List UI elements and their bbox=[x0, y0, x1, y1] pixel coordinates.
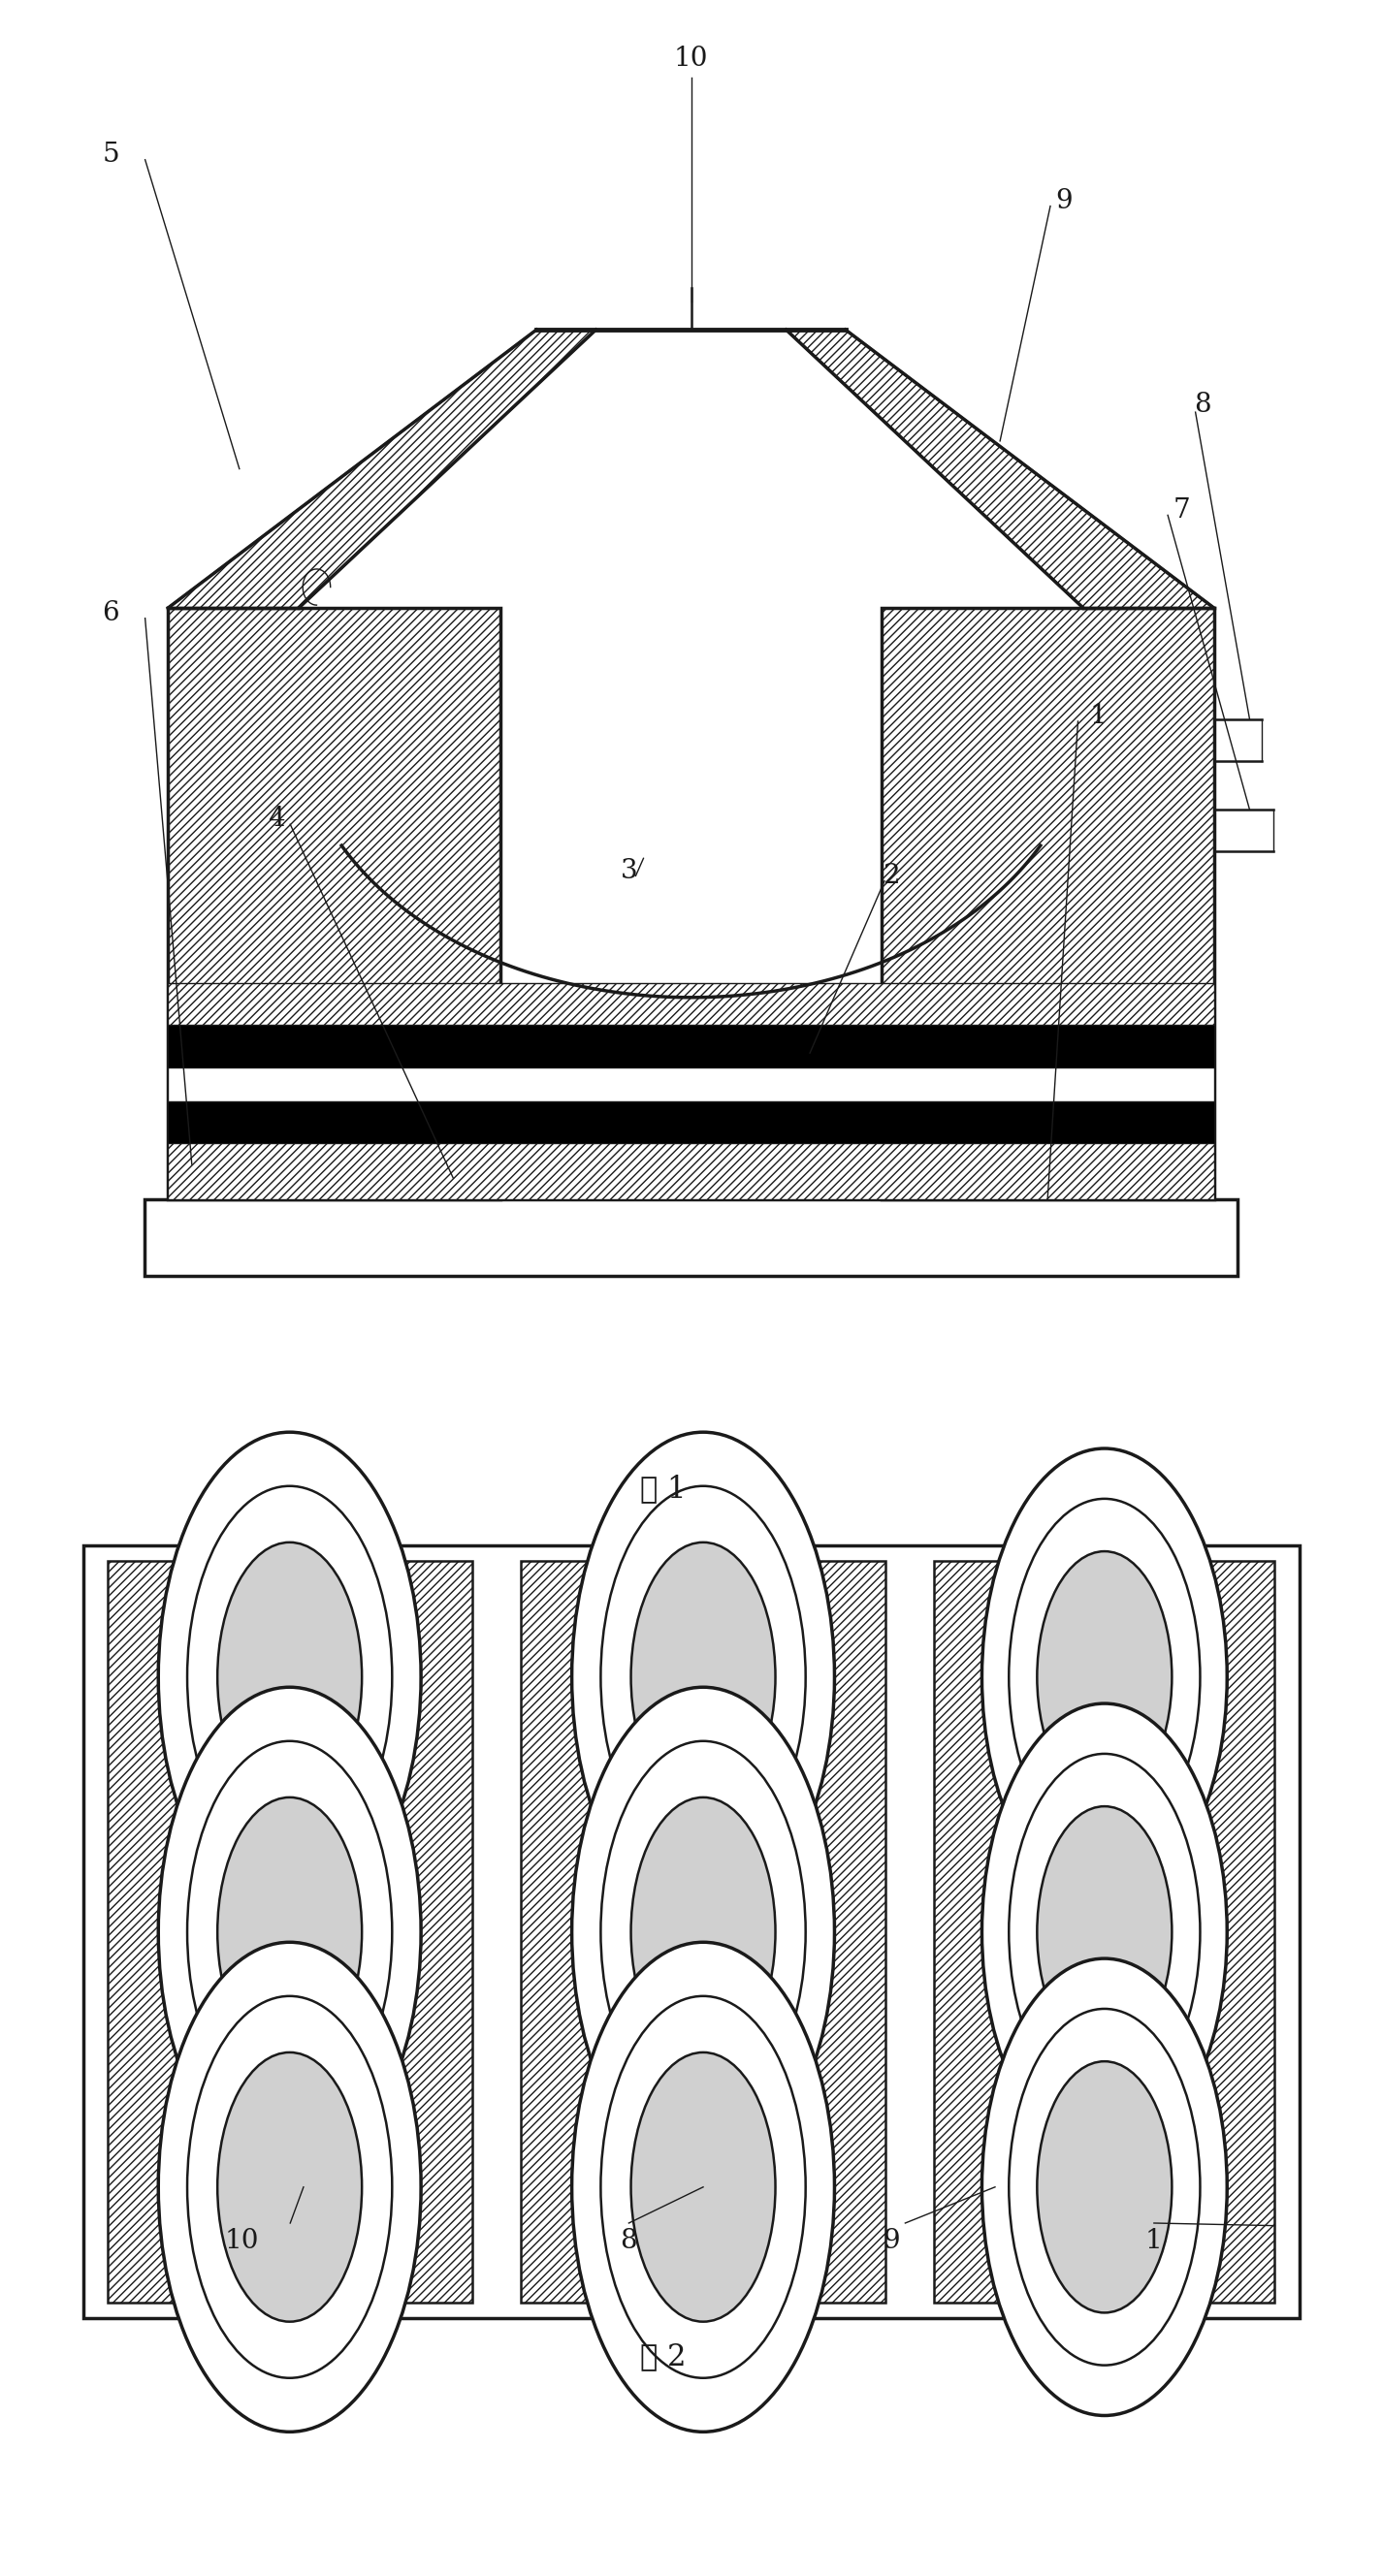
Polygon shape bbox=[169, 330, 596, 608]
Polygon shape bbox=[169, 608, 500, 1198]
Polygon shape bbox=[169, 1066, 1213, 1103]
Circle shape bbox=[187, 1996, 392, 2378]
Circle shape bbox=[159, 1942, 422, 2432]
Circle shape bbox=[1036, 2061, 1172, 2313]
Text: 10: 10 bbox=[225, 2228, 258, 2254]
Text: 4: 4 bbox=[268, 806, 285, 832]
Text: 8: 8 bbox=[1194, 392, 1211, 417]
Circle shape bbox=[217, 1543, 362, 1811]
Circle shape bbox=[217, 2053, 362, 2321]
Circle shape bbox=[217, 1798, 362, 2066]
Polygon shape bbox=[169, 1103, 1213, 1144]
Polygon shape bbox=[83, 1546, 1299, 2318]
Circle shape bbox=[159, 1687, 422, 2177]
Polygon shape bbox=[144, 1198, 1238, 1275]
Text: 3: 3 bbox=[621, 858, 637, 884]
Circle shape bbox=[159, 1432, 422, 1922]
Circle shape bbox=[981, 1448, 1227, 1906]
Text: 1: 1 bbox=[1090, 703, 1107, 729]
Circle shape bbox=[601, 1741, 806, 2123]
Polygon shape bbox=[108, 1561, 473, 2303]
Circle shape bbox=[1009, 1754, 1200, 2110]
Circle shape bbox=[632, 1798, 775, 2066]
Circle shape bbox=[632, 1543, 775, 1811]
Text: 7: 7 bbox=[1173, 497, 1190, 523]
Circle shape bbox=[1036, 1551, 1172, 1803]
Polygon shape bbox=[521, 1561, 886, 2303]
Polygon shape bbox=[786, 330, 1213, 608]
Circle shape bbox=[572, 1942, 835, 2432]
Circle shape bbox=[1036, 1806, 1172, 2058]
Circle shape bbox=[187, 1741, 392, 2123]
Text: 图 1: 图 1 bbox=[640, 1473, 687, 1504]
Circle shape bbox=[572, 1432, 835, 1922]
Text: 5: 5 bbox=[102, 142, 119, 167]
Text: 9: 9 bbox=[1056, 188, 1072, 214]
Text: 6: 6 bbox=[102, 600, 119, 626]
Circle shape bbox=[632, 2053, 775, 2321]
Circle shape bbox=[981, 1958, 1227, 2416]
Text: 10: 10 bbox=[674, 46, 708, 72]
Text: 8: 8 bbox=[621, 2228, 637, 2254]
Polygon shape bbox=[934, 1561, 1274, 2303]
Polygon shape bbox=[882, 608, 1213, 1198]
Polygon shape bbox=[169, 984, 1213, 1025]
Circle shape bbox=[981, 1703, 1227, 2161]
Polygon shape bbox=[169, 1025, 1213, 1066]
Text: 9: 9 bbox=[883, 2228, 900, 2254]
Circle shape bbox=[601, 1486, 806, 1868]
Text: 图 2: 图 2 bbox=[640, 2342, 687, 2372]
Text: 2: 2 bbox=[883, 863, 900, 889]
Text: 1: 1 bbox=[1146, 2228, 1162, 2254]
Circle shape bbox=[572, 1687, 835, 2177]
Circle shape bbox=[601, 1996, 806, 2378]
Polygon shape bbox=[169, 1144, 1213, 1198]
Circle shape bbox=[1009, 2009, 1200, 2365]
Circle shape bbox=[187, 1486, 392, 1868]
Circle shape bbox=[1009, 1499, 1200, 1855]
